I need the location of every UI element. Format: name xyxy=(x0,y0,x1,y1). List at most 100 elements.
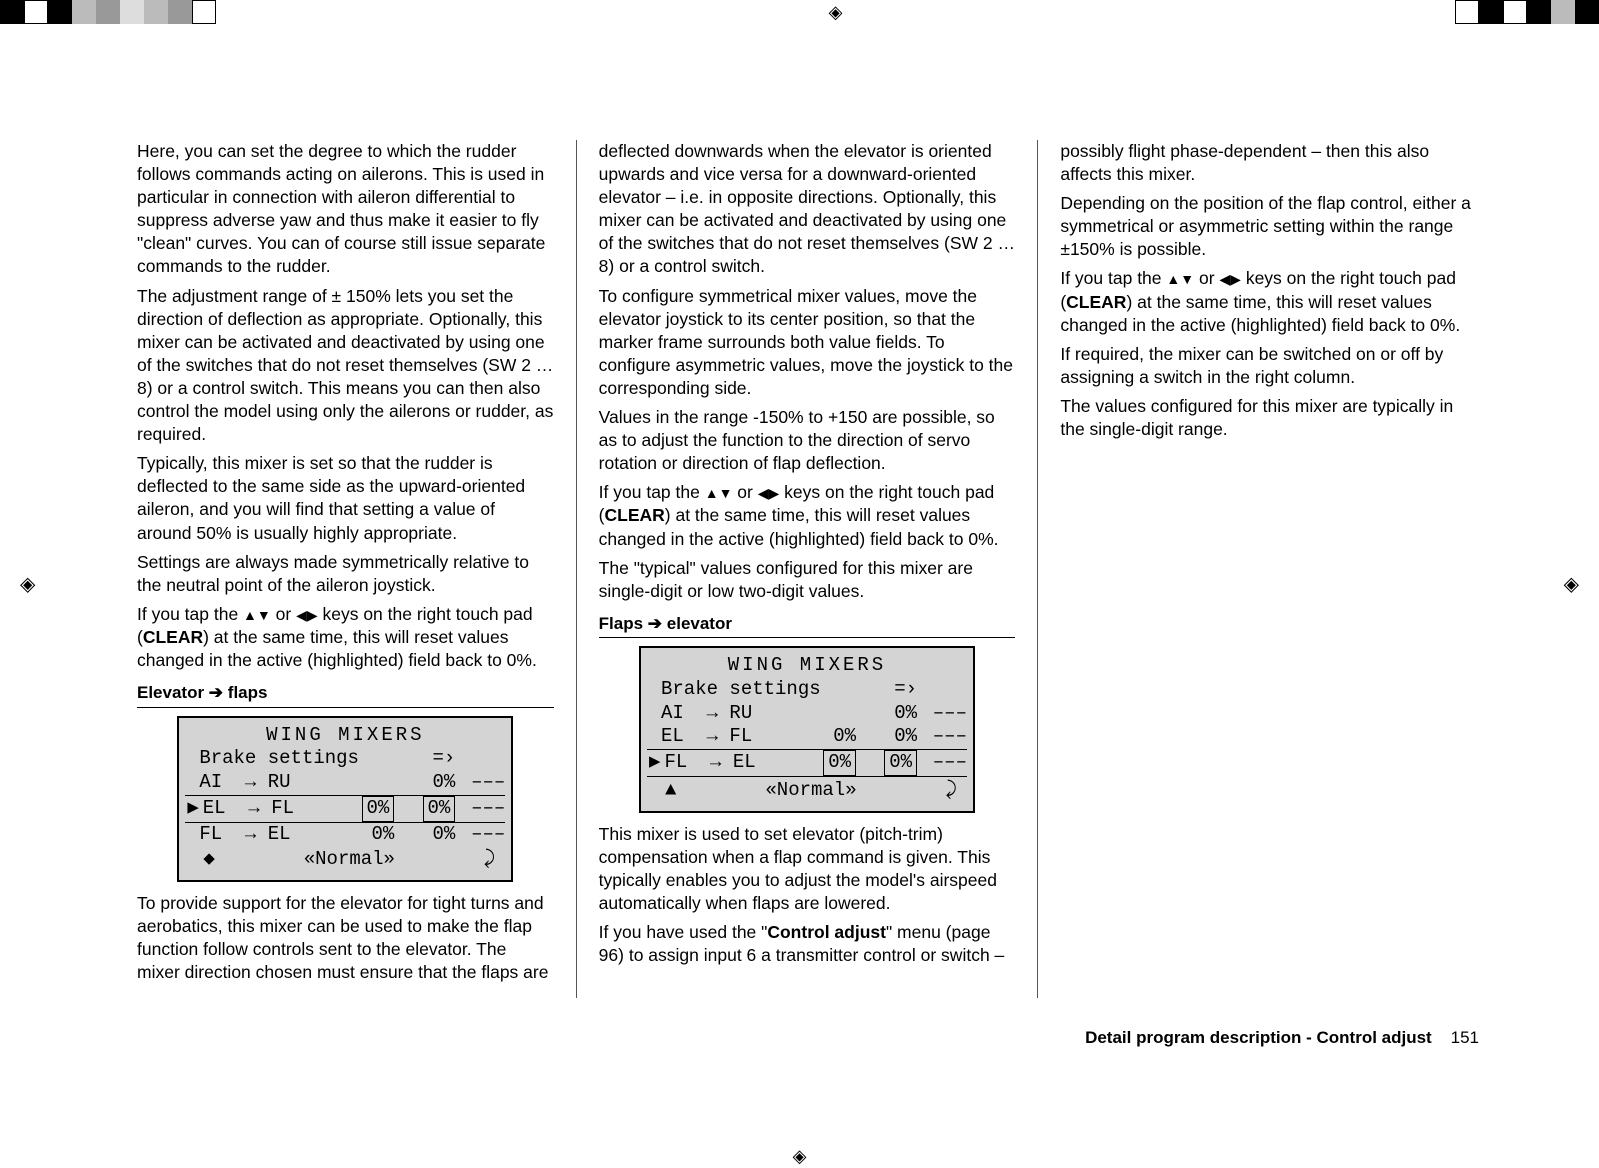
lcd-row: FL → EL 0% 0% ––– xyxy=(185,823,505,847)
lcd-footer: ◆ «Normal» ⤸ xyxy=(185,846,505,872)
menu-name: Control adjust xyxy=(767,922,886,942)
text-fragment: or xyxy=(1194,268,1219,288)
reg-mark-left: ◈ xyxy=(20,572,35,597)
lcd-label: Brake settings xyxy=(185,747,359,771)
heading-flaps-elevator: Flaps ➔ elevator xyxy=(599,613,1016,638)
column-3: possibly flight phase-dependent – then t… xyxy=(1037,140,1499,998)
body-text: If you have used the "Control adjust" me… xyxy=(599,921,1016,967)
lcd-label: AI → RU xyxy=(185,771,290,795)
body-text: possibly flight phase-dependent – then t… xyxy=(1060,140,1477,186)
body-text: Typically, this mixer is set so that the… xyxy=(137,452,554,544)
reg-squares-left xyxy=(0,0,216,24)
leftright-icon: ◀▶ xyxy=(1219,272,1241,288)
lcd-label: Brake settings xyxy=(647,678,821,702)
lcd-switch: ––– xyxy=(455,797,505,821)
text-fragment: or xyxy=(732,482,757,502)
body-text: If required, the mixer can be switched o… xyxy=(1060,343,1477,389)
text-fragment: If you tap the xyxy=(137,604,243,624)
lcd-label: FL → EL xyxy=(664,751,755,775)
body-text: The "typical" values configured for this… xyxy=(599,557,1016,603)
updown-icon: ▲▼ xyxy=(1166,272,1194,288)
lcd-title: WING MIXERS xyxy=(185,724,505,748)
lcd-switch: ––– xyxy=(455,771,505,795)
updown-icon: ▲▼ xyxy=(243,607,271,623)
lcd-value: 0% xyxy=(752,725,862,749)
lcd-switch: ––– xyxy=(917,725,967,749)
body-text: To provide support for the elevator for … xyxy=(137,892,554,984)
page-number: 151 xyxy=(1451,1028,1479,1047)
lcd-footer: ▲ «Normal» ⤸ xyxy=(647,777,967,803)
body-text: If you tap the ▲▼ or ◀▶ keys on the righ… xyxy=(1060,267,1477,336)
body-text: deflected downwards when the elevator is… xyxy=(599,140,1016,279)
text-fragment: If you tap the xyxy=(1060,268,1166,288)
clear-label: CLEAR xyxy=(1066,292,1126,312)
reg-mark-top: ◈ xyxy=(829,2,843,23)
reg-mark-right: ◈ xyxy=(1564,572,1579,597)
lcd-value: 0% xyxy=(823,750,856,776)
lcd-phase: «Normal» xyxy=(304,848,395,872)
body-text: Depending on the position of the flap co… xyxy=(1060,192,1477,261)
footer-title: Detail program description - Control adj… xyxy=(1085,1028,1432,1047)
lcd-label: FL → EL xyxy=(185,823,290,847)
lcd-row: Brake settings =› xyxy=(185,747,505,771)
registration-top: ◈ xyxy=(0,0,1599,24)
updown-icon: ▲▼ xyxy=(705,485,733,501)
leftright-icon: ◀▶ xyxy=(296,607,318,623)
body-text: If you tap the ▲▼ or ◀▶ keys on the righ… xyxy=(137,603,554,672)
lcd-value: 0% xyxy=(423,796,456,822)
clear-label: CLEAR xyxy=(605,505,665,525)
lcd-label: EL → FL xyxy=(647,725,752,749)
body-text: Values in the range -150% to +150 are po… xyxy=(599,406,1016,475)
leftright-icon: ◀▶ xyxy=(758,485,780,501)
page-content: Here, you can set the degree to which th… xyxy=(115,140,1499,998)
lcd-value: 0% xyxy=(400,823,455,847)
lcd-row-selected: ▶ FL → EL 0% 0% ––– xyxy=(647,749,967,777)
lcd-row: Brake settings =› xyxy=(647,678,967,702)
lcd-wing-mixers-1: WING MIXERS Brake settings =› AI → RU 0%… xyxy=(177,716,513,883)
lcd-label: EL → FL xyxy=(203,797,294,821)
lcd-value: 0% xyxy=(884,750,917,776)
registration-bottom: ◈ xyxy=(0,1144,1599,1168)
lcd-row-selected: ▶ EL → FL 0% 0% ––– xyxy=(185,795,505,823)
page-footer: Detail program description - Control adj… xyxy=(1085,1028,1479,1048)
body-text: The values configured for this mixer are… xyxy=(1060,395,1477,441)
lcd-value: 0% xyxy=(862,725,917,749)
lcd-switch: ––– xyxy=(917,751,967,775)
column-1: Here, you can set the degree to which th… xyxy=(115,140,576,998)
body-text: The adjustment range of ± 150% lets you … xyxy=(137,285,554,447)
lcd-row: AI → RU 0% ––– xyxy=(185,771,505,795)
lcd-foot-icon: ▲ xyxy=(665,779,676,803)
body-text: If you tap the ▲▼ or ◀▶ keys on the righ… xyxy=(599,481,1016,550)
lcd-wing-mixers-2: WING MIXERS Brake settings =› AI → RU 0%… xyxy=(639,646,975,813)
lcd-value: 0% xyxy=(362,796,395,822)
text-columns: Here, you can set the degree to which th… xyxy=(115,140,1499,998)
lcd-value: 0% xyxy=(862,702,917,726)
body-text: Settings are always made symmetrically r… xyxy=(137,551,554,597)
clear-label: CLEAR xyxy=(143,627,203,647)
lcd-title: WING MIXERS xyxy=(647,654,967,678)
lcd-row: EL → FL 0% 0% ––– xyxy=(647,725,967,749)
lcd-value: =› xyxy=(400,747,455,771)
lcd-switch: ––– xyxy=(917,702,967,726)
cursor-icon: ▶ xyxy=(185,797,202,821)
reg-squares-right xyxy=(1455,0,1599,24)
column-2: deflected downwards when the elevator is… xyxy=(576,140,1038,998)
body-text: To configure symmetrical mixer values, m… xyxy=(599,285,1016,400)
lcd-row: AI → RU 0% ––– xyxy=(647,702,967,726)
lcd-value: 0% xyxy=(400,771,455,795)
lcd-foot-icon: ⤸ xyxy=(946,779,957,803)
text-fragment: or xyxy=(271,604,296,624)
lcd-value: 0% xyxy=(291,823,401,847)
lcd-value: =› xyxy=(862,678,917,702)
lcd-phase: «Normal» xyxy=(765,779,856,803)
lcd-switch: ––– xyxy=(455,823,505,847)
text-fragment: If you tap the xyxy=(599,482,705,502)
body-text: Here, you can set the degree to which th… xyxy=(137,140,554,279)
lcd-foot-icon: ◆ xyxy=(203,848,214,872)
cursor-icon: ▶ xyxy=(647,751,664,775)
body-text: This mixer is used to set elevator (pitc… xyxy=(599,823,1016,915)
text-fragment: If you have used the " xyxy=(599,922,768,942)
lcd-foot-icon: ⤸ xyxy=(484,848,495,872)
lcd-label: AI → RU xyxy=(647,702,752,726)
heading-elevator-flaps: Elevator ➔ flaps xyxy=(137,682,554,707)
